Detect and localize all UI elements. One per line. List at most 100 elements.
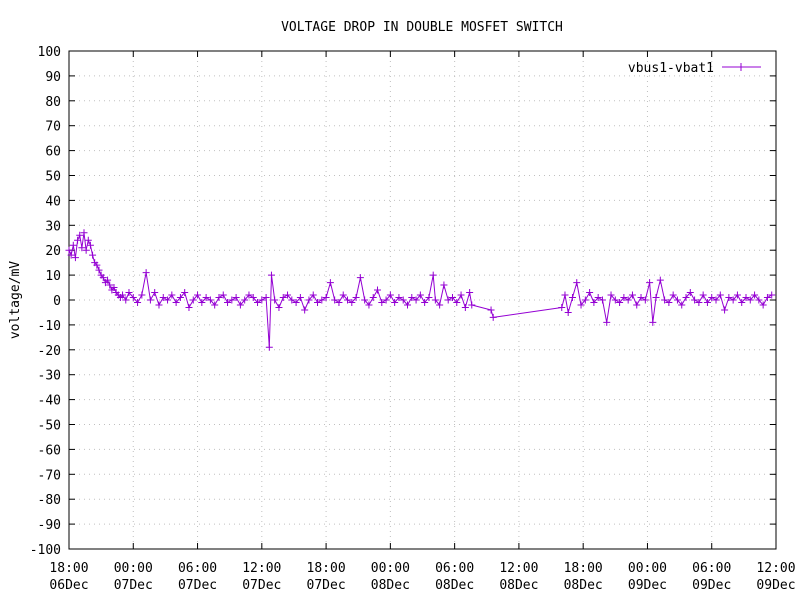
data-point — [365, 301, 373, 309]
data-point — [378, 298, 386, 306]
data-point — [374, 286, 382, 294]
y-tick-label: -20 — [38, 344, 61, 359]
y-tick-label: -70 — [38, 468, 61, 483]
data-point — [729, 296, 737, 304]
data-point — [695, 298, 703, 306]
data-point — [309, 291, 317, 299]
data-point — [712, 296, 720, 304]
data-point — [262, 294, 270, 302]
data-point — [138, 291, 146, 299]
data-point — [652, 294, 660, 302]
data-point — [763, 294, 771, 302]
x-tick-label-date: 09Dec — [756, 578, 795, 593]
data-point — [69, 241, 77, 249]
data-point — [561, 291, 569, 299]
data-point — [408, 294, 416, 302]
x-tick-label-time: 00:00 — [628, 561, 667, 576]
y-tick-label: 20 — [45, 244, 61, 259]
data-point — [620, 294, 628, 302]
data-point — [202, 294, 210, 302]
data-point — [421, 298, 429, 306]
data-point — [755, 296, 763, 304]
data-point — [633, 301, 641, 309]
data-point — [416, 291, 424, 299]
data-point — [129, 294, 137, 302]
data-point — [558, 303, 566, 311]
data-point — [296, 294, 304, 302]
data-point — [759, 301, 767, 309]
data-point — [236, 301, 244, 309]
y-tick-label: 90 — [45, 70, 61, 85]
data-point — [245, 291, 253, 299]
data-point — [686, 289, 694, 297]
data-point — [431, 296, 439, 304]
data-point — [412, 296, 420, 304]
data-point — [721, 306, 729, 314]
data-point — [590, 298, 598, 306]
grid — [69, 51, 776, 549]
data-point — [624, 296, 632, 304]
data-point — [151, 289, 159, 297]
data-point — [738, 298, 746, 306]
data-point — [322, 294, 330, 302]
data-point — [603, 318, 611, 326]
x-tick-label-date: 08Dec — [564, 578, 603, 593]
data-point — [84, 236, 92, 244]
y-tick-label: 40 — [45, 194, 61, 209]
data-point — [339, 291, 347, 299]
y-tick-label: 60 — [45, 145, 61, 160]
data-point — [661, 296, 669, 304]
data-point — [457, 291, 465, 299]
data-point — [699, 291, 707, 299]
data-point — [399, 296, 407, 304]
data-point — [429, 271, 437, 279]
data-point — [487, 306, 495, 314]
data-point — [573, 279, 581, 287]
data-point — [725, 294, 733, 302]
axis-ticks: -100-90-80-70-60-50-40-30-20-10010203040… — [30, 45, 796, 593]
data-point — [314, 298, 322, 306]
x-tick-label-time: 06:00 — [692, 561, 731, 576]
data-point — [271, 296, 279, 304]
data-point — [335, 298, 343, 306]
data-point — [228, 296, 236, 304]
data-point — [768, 291, 776, 299]
y-tick-label: -100 — [30, 543, 61, 558]
legend-marker — [737, 63, 745, 71]
data-point — [288, 296, 296, 304]
data-point — [691, 296, 699, 304]
x-tick-label-date: 07Dec — [242, 578, 281, 593]
x-tick-label-time: 00:00 — [371, 561, 410, 576]
y-tick-label: -50 — [38, 419, 61, 434]
legend: vbus1-vbat1 — [628, 61, 761, 76]
data-point — [607, 291, 615, 299]
x-tick-label-date: 07Dec — [114, 578, 153, 593]
x-tick-label-date: 06Dec — [49, 578, 88, 593]
data-point — [742, 294, 750, 302]
data-point — [146, 296, 154, 304]
data-point — [82, 246, 90, 254]
data-point — [703, 298, 711, 306]
data-point — [326, 279, 334, 287]
x-tick-label-time: 18:00 — [49, 561, 88, 576]
data-point — [453, 298, 461, 306]
x-tick-label-date: 08Dec — [371, 578, 410, 593]
data-point — [168, 291, 176, 299]
data-point — [224, 298, 232, 306]
y-tick-label: -80 — [38, 493, 61, 508]
data-point — [331, 296, 339, 304]
data-point — [348, 298, 356, 306]
data-point — [106, 281, 114, 289]
data-point — [361, 296, 369, 304]
data-point — [682, 294, 690, 302]
x-tick-label-date: 09Dec — [628, 578, 667, 593]
data-point — [78, 244, 86, 252]
data-point — [628, 291, 636, 299]
data-point — [586, 289, 594, 297]
data-point — [241, 296, 249, 304]
x-tick-label-time: 18:00 — [564, 561, 603, 576]
data-point — [74, 236, 82, 244]
y-tick-label: -40 — [38, 394, 61, 409]
data-point — [568, 294, 576, 302]
